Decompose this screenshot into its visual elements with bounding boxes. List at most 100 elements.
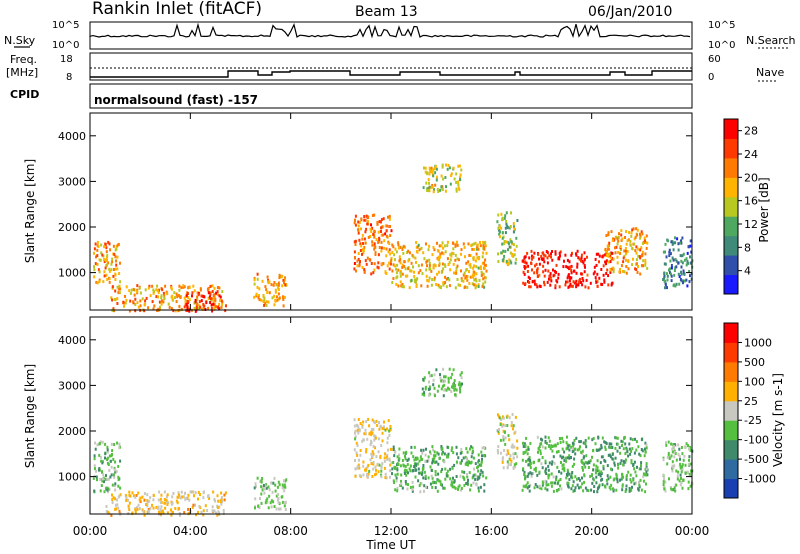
data-cell [146, 504, 149, 508]
data-cell [364, 428, 367, 432]
data-cell [398, 453, 400, 457]
data-cell [522, 281, 525, 285]
data-cell [545, 467, 547, 471]
data-cell [593, 490, 595, 494]
data-cell [384, 224, 387, 228]
data-cell [409, 464, 412, 468]
data-cell [605, 259, 608, 263]
data-cell [621, 476, 624, 480]
data-cell [211, 290, 214, 293]
data-cell [589, 459, 592, 463]
data-cell [583, 251, 586, 255]
data-cell [605, 272, 608, 275]
data-cell [283, 278, 286, 282]
data-cell [216, 290, 219, 294]
data-cell [407, 267, 410, 271]
data-cell [507, 241, 510, 245]
data-cell [635, 245, 638, 249]
x-axis-title: Time UT [365, 538, 416, 552]
data-cell [272, 481, 275, 485]
data-cell [625, 475, 628, 479]
data-cell [528, 256, 531, 260]
data-cell [129, 299, 132, 303]
data-cell [522, 259, 525, 263]
data-cell [441, 165, 444, 169]
data-cell [449, 258, 452, 262]
data-cell [442, 177, 445, 181]
data-cell [452, 368, 455, 372]
data-cell [453, 177, 456, 181]
data-cell [417, 264, 420, 268]
data-cell [472, 258, 475, 262]
data-cell [510, 211, 512, 215]
data-cell [389, 428, 392, 431]
data-cell [378, 427, 381, 431]
data-cell [632, 463, 635, 467]
data-cell [195, 305, 198, 309]
data-cell [151, 284, 154, 288]
data-cell [111, 449, 114, 453]
colorbar-swatch [724, 255, 738, 276]
data-cell [530, 249, 533, 253]
data-cell [431, 278, 434, 282]
data-cell [684, 471, 687, 475]
data-cell [401, 246, 404, 250]
data-cell [565, 265, 568, 269]
data-cell [594, 276, 597, 280]
cpid-panel: CPID normalsound (fast) -157 [10, 83, 693, 109]
data-cell [542, 270, 545, 274]
data-cell [678, 464, 681, 468]
data-cell [188, 309, 191, 313]
data-cell [111, 285, 114, 289]
data-cell [595, 475, 598, 479]
data-cell [608, 442, 611, 446]
data-cell [673, 450, 676, 454]
data-cell [387, 215, 389, 219]
data-cell [580, 272, 583, 276]
data-cell [438, 479, 441, 483]
data-patch [521, 249, 614, 290]
data-cell [385, 455, 388, 459]
data-cell [373, 438, 376, 442]
data-cell [181, 495, 183, 499]
data-cell [484, 446, 487, 450]
data-cell [568, 284, 571, 288]
data-cell [481, 255, 484, 259]
colorbar-swatch [724, 439, 738, 460]
data-cell [422, 377, 425, 381]
data-cell [146, 499, 149, 503]
data-cell [116, 302, 119, 305]
data-cell [581, 283, 584, 287]
data-cell [645, 482, 647, 486]
data-cell [139, 299, 142, 303]
data-cell [526, 270, 529, 273]
data-cell [459, 173, 462, 177]
data-cell [427, 248, 430, 252]
data-cell [461, 470, 464, 474]
data-cell [678, 447, 681, 451]
data-cell [119, 287, 122, 291]
data-cell [96, 263, 99, 266]
data-cell [101, 470, 104, 474]
data-cell [426, 459, 429, 463]
data-cell [429, 374, 432, 378]
data-cell [458, 164, 461, 168]
data-cell [455, 180, 458, 184]
data-cell [542, 251, 545, 255]
data-cell [99, 440, 102, 444]
data-cell [439, 373, 441, 377]
data-cell [364, 468, 366, 472]
data-cell [571, 447, 574, 451]
data-cell [441, 262, 444, 266]
data-cell [185, 302, 188, 306]
data-cell [529, 459, 531, 463]
data-cell [498, 228, 500, 232]
data-cell [398, 255, 401, 259]
data-cell [556, 450, 558, 454]
data-cell [209, 297, 212, 301]
data-cell [267, 506, 270, 510]
data-cell [261, 477, 264, 480]
data-cell [474, 462, 477, 466]
data-cell [138, 507, 141, 510]
data-cell [436, 489, 439, 493]
